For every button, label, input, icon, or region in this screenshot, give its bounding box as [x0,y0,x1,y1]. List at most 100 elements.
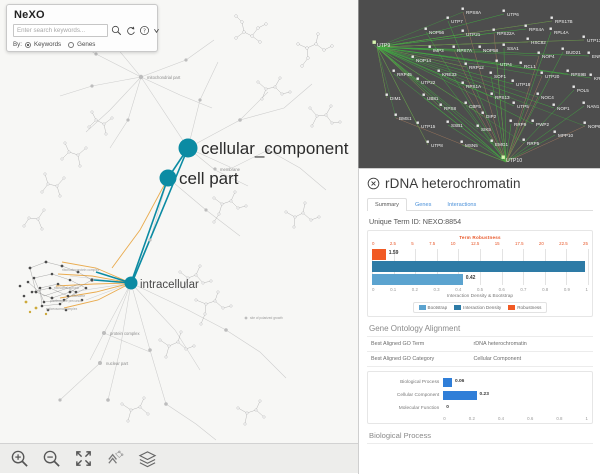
legend-item[interactable]: Interaction Density [454,305,501,310]
gene-node[interactable] [490,92,493,95]
gene-node[interactable] [428,45,431,48]
gene-network-panel[interactable]: RPS8A UTP6 UTP7 RPS17B NOP56 UTP21 RPS22A RPS4A… [358,0,600,168]
layers-icon[interactable] [138,449,157,468]
chevron-down-icon[interactable] [153,25,160,36]
graph-node-intracellular[interactable] [124,276,138,290]
gene-label-kre33: KRE33 [442,72,457,77]
gene-node[interactable] [461,7,464,10]
tab-genes[interactable]: Genes [414,202,432,208]
gene-label-rps7a: RPS7A [457,48,473,53]
gene-node[interactable] [537,51,540,54]
legend-swatch [418,305,426,310]
chart-xlabel: Interaction Density & Bootstrap [446,294,514,299]
gene-node[interactable] [589,73,592,76]
gene-node[interactable] [587,51,590,54]
graph-node-cell-part[interactable] [159,169,177,187]
close-circle-icon[interactable] [367,177,380,190]
gene-node[interactable] [536,92,539,95]
gene-node[interactable] [512,101,515,104]
zoom-in-icon[interactable] [10,449,29,468]
gene-node[interactable] [478,45,481,48]
gene-node[interactable] [385,93,388,96]
help-icon[interactable]: ? [139,25,150,36]
gene-node[interactable] [490,139,493,142]
gene-node[interactable] [511,79,514,82]
gene-node[interactable] [461,29,464,32]
gene-node[interactable] [476,124,479,127]
gene-node[interactable] [426,140,429,143]
hierarchy-graph-canvas[interactable]: mitochondrial part membrane protein comp… [0,0,358,473]
gene-node[interactable] [446,120,449,123]
graph-node-cellular-component[interactable] [178,138,198,158]
gene-node[interactable] [439,103,442,106]
radio-genes[interactable] [68,41,75,48]
gene-label-rrp9: RRP9 [514,122,527,127]
gene-label-mpp10: MPP10 [558,133,574,138]
gene-node[interactable] [416,77,419,80]
gene-node[interactable] [583,121,586,124]
gene-node[interactable] [446,16,449,19]
gene-node[interactable] [502,43,505,46]
search-icon[interactable] [111,25,122,36]
radio-keywords[interactable] [24,41,31,48]
gene-node[interactable] [519,61,522,64]
gene-network-canvas[interactable]: RPS8A UTP6 UTP7 RPS17B NOP56 UTP21 RPS22A RPS4A… [359,0,600,168]
gene-node[interactable] [522,138,525,141]
gene-node[interactable] [489,71,492,74]
legend-item[interactable]: Bootstrap [418,305,447,310]
gene-node[interactable] [531,119,534,122]
gene-node[interactable] [495,59,498,62]
gene-node[interactable] [552,103,555,106]
search-input[interactable] [13,24,108,37]
gene-node[interactable] [561,47,564,50]
gene-node[interactable] [461,81,464,84]
gene-node[interactable] [452,45,455,48]
gene-node[interactable] [416,121,419,124]
term-detail-panel[interactable]: rDNA heterochromatin Summary Genes Inter… [358,168,600,474]
tab-summary[interactable]: Summary [367,198,407,211]
gene-node[interactable] [566,69,569,72]
gene-node[interactable] [372,40,376,44]
gene-node[interactable] [501,155,505,159]
search-panel[interactable]: NeXO ? By: Keywords [6,4,160,52]
collapse-icon[interactable] [106,449,125,468]
gene-node[interactable] [540,71,543,74]
gene-node[interactable] [437,69,440,72]
chart-legend[interactable]: Bootstrap Interaction Density Robustness [412,302,548,313]
hierarchy-graph-panel[interactable]: mitochondrial part membrane protein comp… [0,0,359,473]
go-bar-track-bp: 0.06 [443,376,588,389]
gene-node[interactable] [464,62,467,65]
gene-node[interactable] [524,24,527,27]
zoom-out-icon[interactable] [42,449,61,468]
gene-node[interactable] [481,111,484,114]
gene-node[interactable] [464,101,467,104]
gene-node[interactable] [492,28,495,31]
gene-node[interactable] [550,16,553,19]
gene-node[interactable] [424,27,427,30]
legend-item[interactable]: Robustness [508,305,541,310]
gene-node[interactable] [411,55,414,58]
go-bar-track-cc: 0.23 [443,389,588,402]
gene-node[interactable] [526,37,529,40]
gene-node[interactable] [422,93,425,96]
gene-node[interactable] [582,35,585,38]
gene-label-rrp12: RRP12 [469,65,484,70]
gene-node[interactable] [509,119,512,122]
gene-node[interactable] [582,101,585,104]
gene-node[interactable] [460,140,463,143]
gene-node[interactable] [549,27,552,30]
gene-node[interactable] [553,130,556,133]
gene-node[interactable] [572,85,575,88]
gene-label-sof1: SOF1 [494,74,506,79]
graph-label-nuclear-part: nuclear part [106,361,129,366]
gene-node[interactable] [394,113,397,116]
tab-interactions[interactable]: Interactions [447,202,477,208]
gene-label-rrp45: RRP45 [397,72,412,77]
gene-node[interactable] [392,69,395,72]
refresh-icon[interactable] [125,25,136,36]
detail-tabs[interactable]: Summary Genes Interactions [367,197,593,211]
fit-screen-icon[interactable] [74,449,93,468]
graph-toolbar[interactable] [0,443,358,473]
gene-node[interactable] [502,9,505,12]
go-bar-row: Biological Process 0.06 [372,376,588,389]
